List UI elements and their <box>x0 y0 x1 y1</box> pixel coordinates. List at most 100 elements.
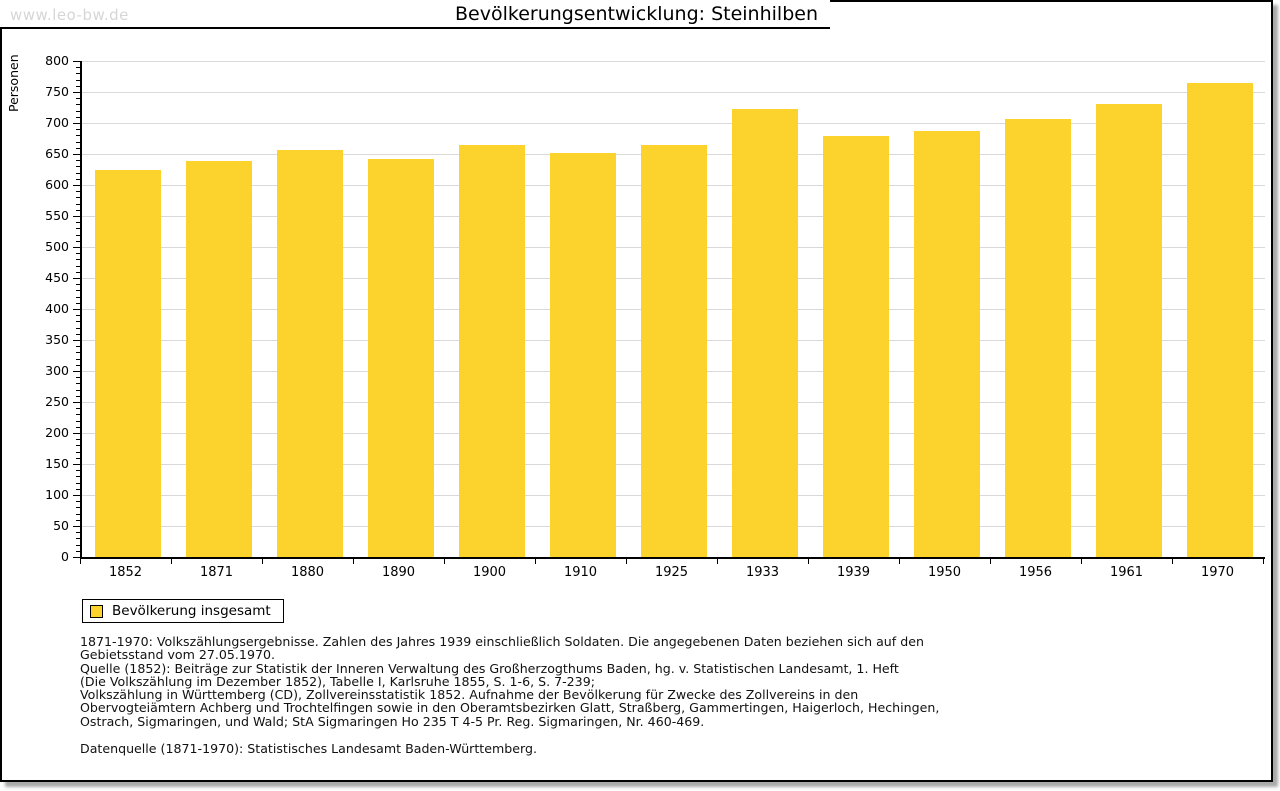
y-minor-tick <box>76 359 80 360</box>
x-tick-label: 1871 <box>199 565 234 580</box>
y-tick-label: 250 <box>45 394 69 409</box>
bar-1970 <box>1187 83 1253 557</box>
y-minor-tick <box>76 166 80 167</box>
x-tick-label: 1970 <box>1200 565 1235 580</box>
x-tick <box>80 559 81 564</box>
y-major-tick <box>73 123 80 124</box>
x-tick <box>353 559 354 564</box>
y-minor-tick <box>76 129 80 130</box>
x-tick <box>171 559 172 564</box>
watermark: www.leo-bw.de <box>10 6 129 24</box>
y-minor-tick <box>76 197 80 198</box>
bar-1871 <box>186 161 252 557</box>
bar-1925 <box>641 145 707 557</box>
y-minor-tick <box>76 142 80 143</box>
y-axis-label: Personen <box>6 54 21 112</box>
y-minor-tick <box>76 396 80 397</box>
y-minor-tick <box>76 290 80 291</box>
x-tick-label: 1910 <box>563 565 598 580</box>
y-minor-tick <box>76 148 80 149</box>
y-major-tick <box>73 278 80 279</box>
y-major-tick <box>73 216 80 217</box>
y-minor-tick <box>76 414 80 415</box>
x-tick <box>444 559 445 564</box>
y-minor-tick <box>76 173 80 174</box>
y-minor-tick <box>76 427 80 428</box>
bar-1933 <box>732 109 798 557</box>
y-major-tick <box>73 526 80 527</box>
y-minor-tick <box>76 86 80 87</box>
y-minor-tick <box>76 67 80 68</box>
y-major-tick <box>73 340 80 341</box>
y-major-tick <box>73 464 80 465</box>
y-major-tick <box>73 185 80 186</box>
y-tick-label: 750 <box>45 84 69 99</box>
y-tick-label: 650 <box>45 146 69 161</box>
y-tick-label: 800 <box>45 53 69 68</box>
y-minor-tick <box>76 104 80 105</box>
x-tick <box>535 559 536 564</box>
y-minor-tick <box>76 352 80 353</box>
x-tick <box>808 559 809 564</box>
y-minor-tick <box>76 551 80 552</box>
y-tick-label: 150 <box>45 456 69 471</box>
y-minor-tick <box>76 135 80 136</box>
legend-swatch <box>90 604 103 618</box>
y-minor-tick <box>76 321 80 322</box>
y-major-tick <box>73 402 80 403</box>
y-minor-tick <box>76 210 80 211</box>
y-tick-label: 550 <box>45 208 69 223</box>
gridline <box>82 61 1265 62</box>
y-minor-tick <box>76 520 80 521</box>
y-tick-label: 350 <box>45 332 69 347</box>
y-major-tick <box>73 495 80 496</box>
y-minor-tick <box>76 266 80 267</box>
gridline <box>82 123 1265 124</box>
y-major-tick <box>73 247 80 248</box>
y-minor-tick <box>76 501 80 502</box>
bar-1890 <box>368 159 434 557</box>
y-minor-tick <box>76 111 80 112</box>
y-minor-tick <box>76 80 80 81</box>
y-minor-tick <box>76 117 80 118</box>
y-minor-tick <box>76 545 80 546</box>
y-minor-tick <box>76 452 80 453</box>
y-minor-tick <box>76 421 80 422</box>
y-minor-tick <box>76 538 80 539</box>
y-minor-tick <box>76 439 80 440</box>
y-tick-label: 600 <box>45 177 69 192</box>
y-minor-tick <box>76 408 80 409</box>
y-minor-tick <box>76 272 80 273</box>
bar-1961 <box>1096 104 1162 557</box>
bar-1950 <box>914 131 980 557</box>
y-major-tick <box>73 433 80 434</box>
y-minor-tick <box>76 532 80 533</box>
y-minor-tick <box>76 228 80 229</box>
y-major-tick <box>73 154 80 155</box>
y-minor-tick <box>76 222 80 223</box>
y-minor-tick <box>76 253 80 254</box>
x-tick <box>626 559 627 564</box>
x-tick <box>717 559 718 564</box>
y-minor-tick <box>76 489 80 490</box>
x-tick-label: 1933 <box>745 565 780 580</box>
x-tick-label: 1950 <box>927 565 962 580</box>
x-tick <box>1081 559 1082 564</box>
y-minor-tick <box>76 390 80 391</box>
y-major-tick <box>73 371 80 372</box>
footnotes: 1871-1970: Volkszählungsergebnisse. Zahl… <box>80 634 940 729</box>
y-minor-tick <box>76 303 80 304</box>
y-major-tick <box>73 557 80 558</box>
x-tick-label: 1939 <box>836 565 871 580</box>
legend: Bevölkerung insgesamt <box>82 599 284 623</box>
legend-label: Bevölkerung insgesamt <box>112 603 271 619</box>
y-tick-label: 200 <box>45 425 69 440</box>
y-tick-label: 300 <box>45 363 69 378</box>
y-minor-tick <box>76 365 80 366</box>
x-tick-label: 1961 <box>1109 565 1144 580</box>
y-tick-label: 500 <box>45 239 69 254</box>
y-minor-tick <box>76 73 80 74</box>
y-minor-tick <box>76 470 80 471</box>
x-tick-label: 1956 <box>1018 565 1053 580</box>
y-tick-label: 450 <box>45 270 69 285</box>
